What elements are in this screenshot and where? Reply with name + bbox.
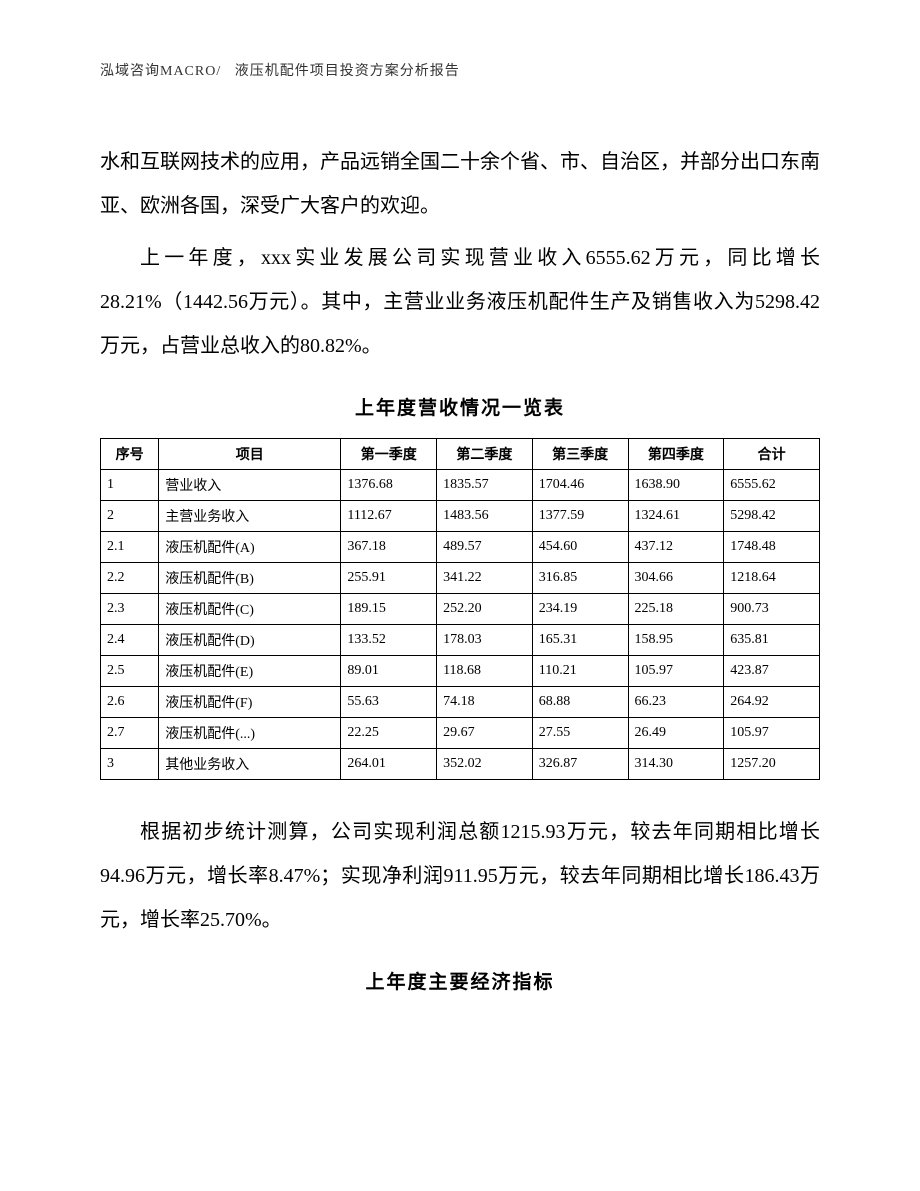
table-cell: 1748.48 xyxy=(724,532,820,563)
table-cell: 314.30 xyxy=(628,749,724,780)
header-right: 液压机配件项目投资方案分析报告 xyxy=(235,64,460,79)
col-header-q3: 第三季度 xyxy=(532,439,628,470)
table-cell: 22.25 xyxy=(341,718,437,749)
table-cell: 158.95 xyxy=(628,625,724,656)
table-cell: 2.5 xyxy=(101,656,159,687)
table-cell: 3 xyxy=(101,749,159,780)
table-cell: 27.55 xyxy=(532,718,628,749)
table-cell: 1835.57 xyxy=(437,470,533,501)
table-row: 2.3液压机配件(C)189.15252.20234.19225.18900.7… xyxy=(101,594,820,625)
table-cell: 29.67 xyxy=(437,718,533,749)
table-cell: 367.18 xyxy=(341,532,437,563)
paragraph-3: 根据初步统计测算，公司实现利润总额1215.93万元，较去年同期相比增长94.9… xyxy=(100,810,820,942)
table-cell: 110.21 xyxy=(532,656,628,687)
table-cell: 326.87 xyxy=(532,749,628,780)
table-cell: 105.97 xyxy=(724,718,820,749)
col-header-item: 项目 xyxy=(159,439,341,470)
col-header-q4: 第四季度 xyxy=(628,439,724,470)
page-header: 泓域咨询MACRO/ 液压机配件项目投资方案分析报告 xyxy=(100,60,820,80)
table-cell: 264.01 xyxy=(341,749,437,780)
col-header-seq: 序号 xyxy=(101,439,159,470)
table-cell: 489.57 xyxy=(437,532,533,563)
revenue-table: 序号 项目 第一季度 第二季度 第三季度 第四季度 合计 1营业收入1376.6… xyxy=(100,438,820,780)
table-cell: 66.23 xyxy=(628,687,724,718)
table-cell: 225.18 xyxy=(628,594,724,625)
table-cell: 1257.20 xyxy=(724,749,820,780)
table-cell: 900.73 xyxy=(724,594,820,625)
table-cell: 437.12 xyxy=(628,532,724,563)
paragraph-2: 上一年度，xxx实业发展公司实现营业收入6555.62万元，同比增长28.21%… xyxy=(100,236,820,368)
table-cell: 液压机配件(B) xyxy=(159,563,341,594)
table-cell: 68.88 xyxy=(532,687,628,718)
table-row: 2.6液压机配件(F)55.6374.1868.8866.23264.92 xyxy=(101,687,820,718)
table-cell: 液压机配件(A) xyxy=(159,532,341,563)
table-cell: 105.97 xyxy=(628,656,724,687)
header-left: 泓域咨询MACRO/ xyxy=(100,64,221,79)
table-row: 1营业收入1376.681835.571704.461638.906555.62 xyxy=(101,470,820,501)
table-cell: 165.31 xyxy=(532,625,628,656)
table-cell: 234.19 xyxy=(532,594,628,625)
table-cell: 5298.42 xyxy=(724,501,820,532)
table-cell: 其他业务收入 xyxy=(159,749,341,780)
table-cell: 主营业务收入 xyxy=(159,501,341,532)
table-cell: 6555.62 xyxy=(724,470,820,501)
table-cell: 255.91 xyxy=(341,563,437,594)
table-cell: 1218.64 xyxy=(724,563,820,594)
table-cell: 252.20 xyxy=(437,594,533,625)
table-row: 2主营业务收入1112.671483.561377.591324.615298.… xyxy=(101,501,820,532)
table-cell: 189.15 xyxy=(341,594,437,625)
table2-title: 上年度主要经济指标 xyxy=(100,967,820,994)
table-cell: 液压机配件(F) xyxy=(159,687,341,718)
col-header-q2: 第二季度 xyxy=(437,439,533,470)
table-cell: 352.02 xyxy=(437,749,533,780)
table-row: 2.2液压机配件(B)255.91341.22316.85304.661218.… xyxy=(101,563,820,594)
table-cell: 264.92 xyxy=(724,687,820,718)
table-cell: 2 xyxy=(101,501,159,532)
table-cell: 635.81 xyxy=(724,625,820,656)
table-cell: 液压机配件(C) xyxy=(159,594,341,625)
table-header-row: 序号 项目 第一季度 第二季度 第三季度 第四季度 合计 xyxy=(101,439,820,470)
table-cell: 178.03 xyxy=(437,625,533,656)
table-cell: 1324.61 xyxy=(628,501,724,532)
table-cell: 2.7 xyxy=(101,718,159,749)
paragraph-1: 水和互联网技术的应用，产品远销全国二十余个省、市、自治区，并部分出口东南亚、欧洲… xyxy=(100,140,820,228)
table-cell: 26.49 xyxy=(628,718,724,749)
table-row: 3其他业务收入264.01352.02326.87314.301257.20 xyxy=(101,749,820,780)
table-cell: 液压机配件(D) xyxy=(159,625,341,656)
table-cell: 341.22 xyxy=(437,563,533,594)
col-header-total: 合计 xyxy=(724,439,820,470)
table-cell: 1376.68 xyxy=(341,470,437,501)
table-cell: 2.1 xyxy=(101,532,159,563)
table-cell: 304.66 xyxy=(628,563,724,594)
table-row: 2.5液压机配件(E)89.01118.68110.21105.97423.87 xyxy=(101,656,820,687)
table-row: 2.7液压机配件(...)22.2529.6727.5526.49105.97 xyxy=(101,718,820,749)
table-cell: 1704.46 xyxy=(532,470,628,501)
table-cell: 423.87 xyxy=(724,656,820,687)
table-cell: 118.68 xyxy=(437,656,533,687)
table-cell: 454.60 xyxy=(532,532,628,563)
table-cell: 55.63 xyxy=(341,687,437,718)
table-cell: 89.01 xyxy=(341,656,437,687)
table-row: 2.1液压机配件(A)367.18489.57454.60437.121748.… xyxy=(101,532,820,563)
table-cell: 液压机配件(...) xyxy=(159,718,341,749)
table-cell: 营业收入 xyxy=(159,470,341,501)
table-cell: 1638.90 xyxy=(628,470,724,501)
table-cell: 1483.56 xyxy=(437,501,533,532)
table-cell: 液压机配件(E) xyxy=(159,656,341,687)
table-cell: 133.52 xyxy=(341,625,437,656)
col-header-q1: 第一季度 xyxy=(341,439,437,470)
table-cell: 2.2 xyxy=(101,563,159,594)
table-cell: 74.18 xyxy=(437,687,533,718)
table-cell: 1112.67 xyxy=(341,501,437,532)
table-cell: 2.4 xyxy=(101,625,159,656)
table-cell: 1377.59 xyxy=(532,501,628,532)
table-cell: 2.6 xyxy=(101,687,159,718)
table-cell: 2.3 xyxy=(101,594,159,625)
table-cell: 1 xyxy=(101,470,159,501)
table-cell: 316.85 xyxy=(532,563,628,594)
table1-title: 上年度营收情况一览表 xyxy=(100,393,820,420)
table-row: 2.4液压机配件(D)133.52178.03165.31158.95635.8… xyxy=(101,625,820,656)
